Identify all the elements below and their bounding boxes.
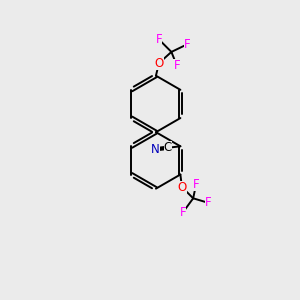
Text: O: O [177,181,187,194]
Text: F: F [184,38,190,51]
Text: O: O [154,57,164,70]
Text: F: F [179,206,186,219]
Text: N: N [151,143,160,156]
Text: F: F [173,59,180,72]
Text: C: C [164,141,172,154]
Text: F: F [156,33,162,46]
Text: F: F [193,178,200,190]
Text: F: F [205,196,212,209]
